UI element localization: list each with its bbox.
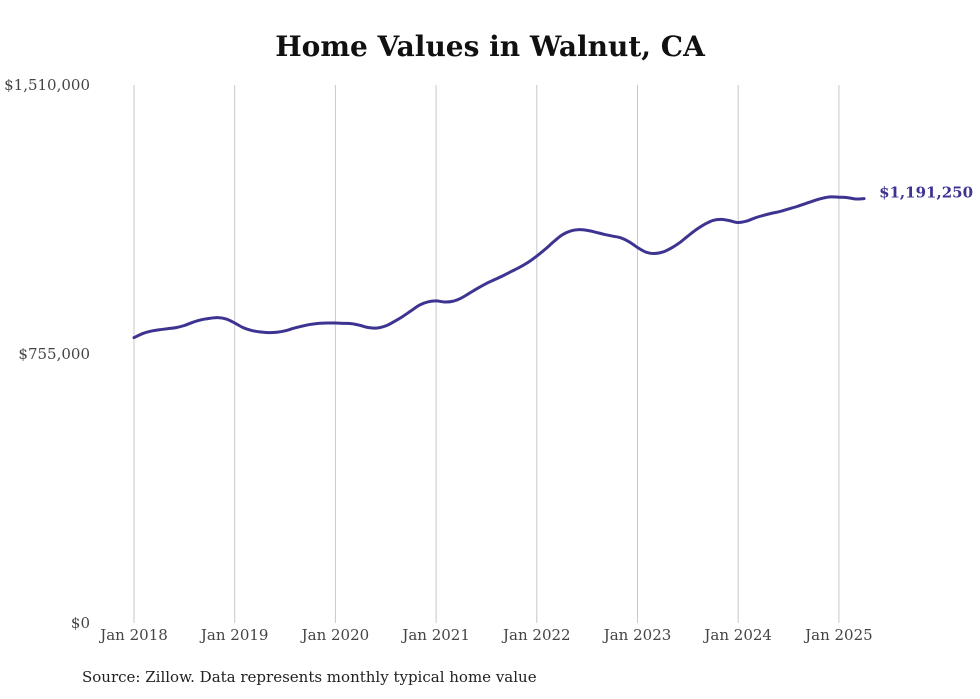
series-layer <box>132 195 866 340</box>
x-tick-label: Jan 2022 <box>501 626 571 644</box>
x-tick-label: Jan 2024 <box>702 626 772 644</box>
x-tick-label: Jan 2018 <box>98 626 168 644</box>
source-note: Source: Zillow. Data represents monthly … <box>82 668 537 686</box>
y-tick-label: $1,510,000 <box>4 76 90 94</box>
end-value-label: $1,191,250 <box>879 184 973 202</box>
x-tick-label: Jan 2019 <box>199 626 269 644</box>
y-tick-label: $0 <box>71 614 90 632</box>
x-tick-label: Jan 2020 <box>300 626 370 644</box>
chart-title: Home Values in Walnut, CA <box>275 30 705 63</box>
x-tick-label: Jan 2025 <box>803 626 873 644</box>
gridlines <box>133 85 840 623</box>
x-tick-label: Jan 2023 <box>602 626 672 644</box>
annotations: $1,191,250 <box>879 184 973 202</box>
x-axis: Jan 2018 Jan 2019 Jan 2020 Jan 2021 Jan 2022… <box>98 626 872 644</box>
x-tick-label: Jan 2021 <box>400 626 470 644</box>
series-line <box>132 195 866 340</box>
y-axis: $0 $755,000 $1,510,000 <box>4 76 90 632</box>
y-tick-label: $755,000 <box>18 345 90 363</box>
